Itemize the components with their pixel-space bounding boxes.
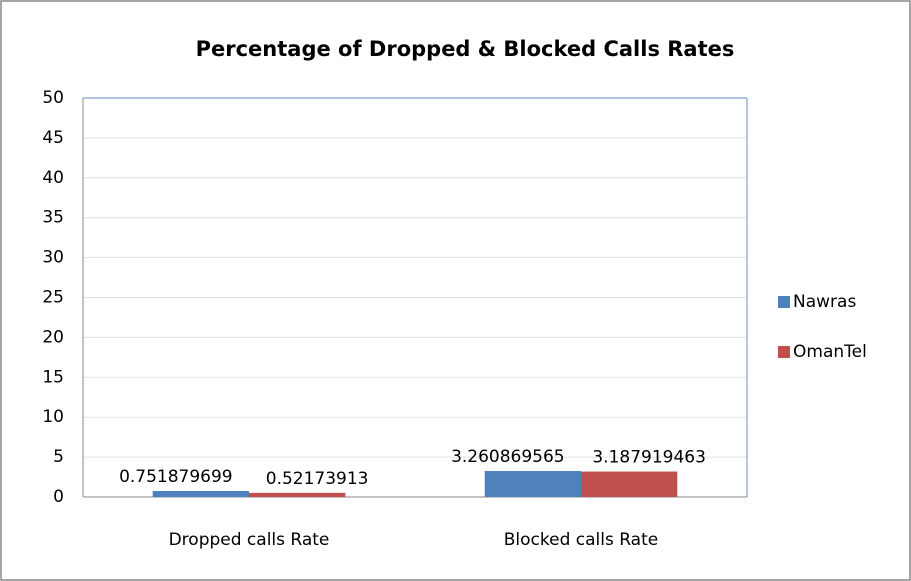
y-tick-label: 50 — [42, 88, 64, 108]
y-tick-label: 10 — [42, 407, 64, 427]
x-tick-label: Dropped calls Rate — [169, 530, 330, 550]
x-tick-label: Blocked calls Rate — [504, 530, 658, 550]
y-tick-label: 35 — [42, 208, 64, 228]
y-tick-label: 0 — [53, 487, 64, 507]
bar — [249, 492, 346, 497]
y-tick-label: 30 — [42, 248, 64, 268]
chart-title: Percentage of Dropped & Blocked Calls Ra… — [196, 37, 735, 61]
y-tick-label: 20 — [42, 327, 64, 347]
legend-label: OmanTel — [793, 342, 867, 362]
bar — [152, 491, 249, 497]
data-label: 0.52173913 — [266, 469, 369, 489]
data-label: 0.751879699 — [119, 467, 233, 487]
y-tick-label: 15 — [42, 367, 64, 387]
legend-label: Nawras — [793, 292, 856, 312]
y-tick-label: 25 — [42, 288, 64, 308]
data-label: 3.187919463 — [592, 448, 706, 468]
y-tick-label: 45 — [42, 128, 64, 148]
y-tick-label: 40 — [42, 168, 64, 188]
y-tick-label: 5 — [53, 447, 64, 467]
bar — [484, 470, 581, 497]
legend-swatch — [778, 346, 790, 358]
bar — [581, 471, 678, 497]
data-label: 3.260869565 — [451, 447, 565, 467]
legend-swatch — [778, 296, 790, 308]
